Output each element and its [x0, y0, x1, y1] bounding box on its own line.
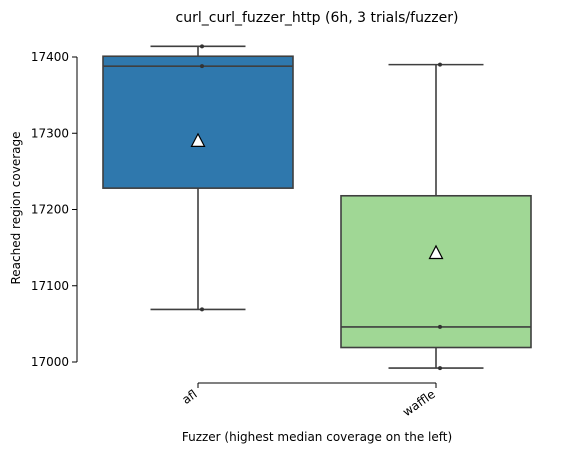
y-tick-label: 17200: [31, 203, 69, 217]
x-axis-label: Fuzzer (highest median coverage on the l…: [182, 430, 452, 444]
box-iqr: [340, 194, 532, 349]
y-tick-label: 17100: [31, 279, 69, 293]
x-tick-label: waffle: [400, 387, 438, 419]
mean-marker: [190, 132, 206, 147]
y-tick-label: 17300: [31, 126, 69, 140]
data-point: [438, 366, 442, 371]
box-iqr: [102, 55, 294, 189]
boxes: [102, 44, 532, 371]
box-group-waffle: [340, 62, 532, 371]
y-axis-label: Reached region coverage: [9, 131, 23, 284]
chart-title: curl_curl_fuzzer_http (6h, 3 trials/fuzz…: [176, 10, 459, 26]
data-point: [200, 44, 204, 49]
data-point: [200, 307, 204, 312]
data-point: [438, 62, 442, 67]
data-point: [438, 324, 442, 329]
data-point: [200, 64, 204, 69]
x-tick-label: afl: [179, 387, 199, 407]
y-tick-label: 17000: [31, 355, 69, 369]
y-tick-label: 17400: [31, 50, 69, 64]
box-group-afl: [102, 44, 294, 312]
mean-marker: [428, 244, 444, 260]
